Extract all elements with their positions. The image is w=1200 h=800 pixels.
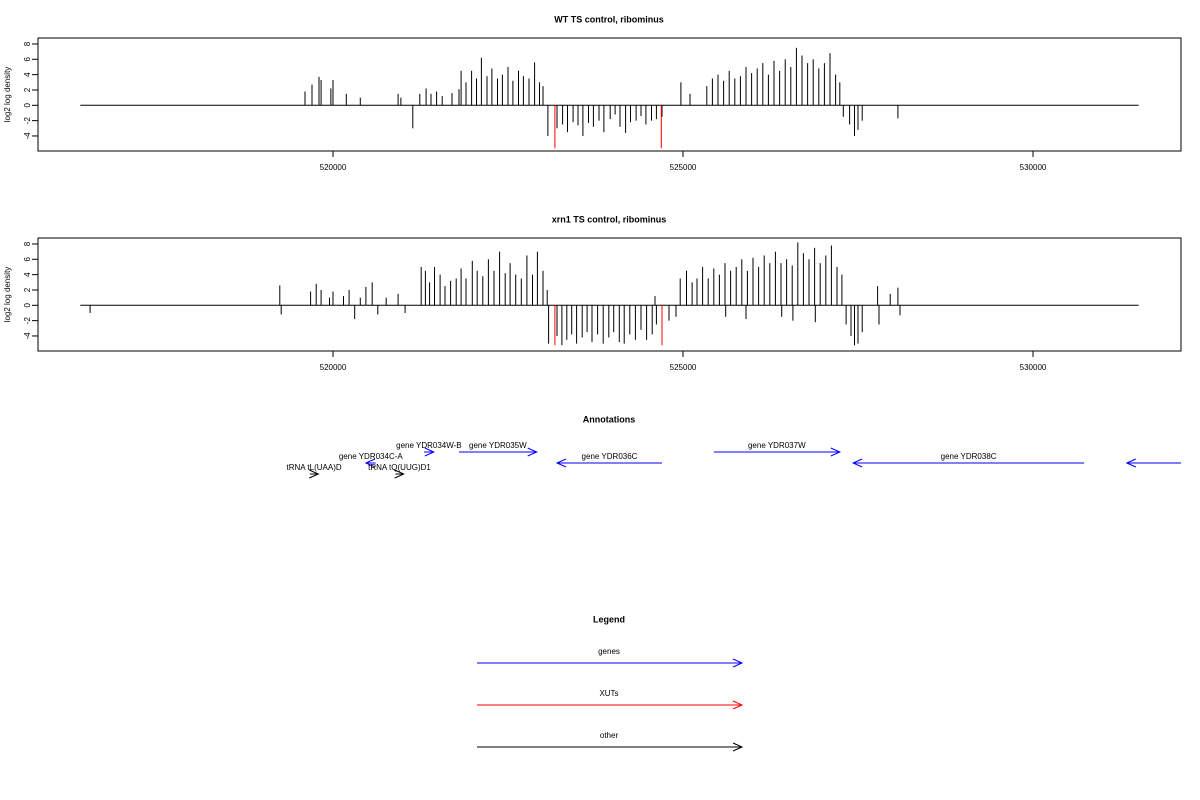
feature-label: tRNA tQ(UUG)D1 (368, 463, 431, 472)
feature-label: tRNA tL(UAA)D (287, 463, 342, 472)
y-tick-label: 8 (23, 241, 32, 246)
x-tick-label: 520000 (320, 163, 347, 172)
y-tick-label: -4 (23, 132, 32, 140)
feature-label: gene YDR036C (582, 452, 638, 461)
y-tick-label: 4 (23, 272, 32, 277)
feature-label: gene YDR034W-B (396, 441, 462, 450)
feature-arrow-head (364, 458, 376, 468)
feature-arrow-head (394, 469, 405, 479)
chart-title: xrn1 TS control, ribominus (552, 214, 667, 224)
legend-label: genes (598, 647, 620, 656)
x-tick-label: 530000 (1020, 363, 1047, 372)
feature-arrow-head (1125, 458, 1137, 468)
feature-label: gene YDR034C-A (339, 452, 404, 461)
legend-label: XUTs (599, 689, 618, 698)
y-tick-label: 6 (23, 257, 32, 262)
annotation-track (309, 447, 1181, 479)
y-tick-label: 4 (23, 72, 32, 77)
feature-label: gene YDR038C (941, 452, 997, 461)
legend-arrow-head (732, 742, 744, 752)
y-axis-label: log2 log density (3, 67, 12, 123)
plot-frame (37, 237, 1182, 352)
y-tick-label: -2 (23, 317, 32, 325)
y-tick-label: 2 (23, 287, 32, 292)
y-tick-label: 0 (23, 103, 32, 108)
feature-label: gene YDR037W (748, 441, 806, 450)
feature-arrow-head (830, 447, 842, 457)
feature-arrow-head (309, 469, 320, 479)
plot-frame (37, 37, 1182, 152)
legend-arrow-head (732, 700, 744, 710)
y-axis-label: log2 log density (3, 267, 12, 323)
x-tick-label: 520000 (320, 363, 347, 372)
y-tick-label: 6 (23, 57, 32, 62)
feature-label: gene YDR035W (469, 441, 527, 450)
y-tick-label: 0 (23, 303, 32, 308)
feature-arrow-head (851, 458, 863, 468)
feature-arrow-head (555, 458, 567, 468)
chart-title: WT TS control, ribominus (554, 14, 664, 24)
legend-label: other (600, 731, 619, 740)
y-tick-label: 8 (23, 41, 32, 46)
chart-title: Annotations (583, 414, 636, 424)
x-tick-label: 525000 (670, 163, 697, 172)
legend-arrow-head (732, 658, 744, 668)
x-tick-label: 530000 (1020, 163, 1047, 172)
y-tick-label: -2 (23, 117, 32, 125)
y-tick-label: 2 (23, 87, 32, 92)
feature-arrow-head (527, 447, 538, 457)
x-tick-label: 525000 (670, 363, 697, 372)
legend-title: Legend (593, 614, 625, 624)
feature-arrow-head (424, 447, 436, 457)
y-tick-label: -4 (23, 332, 32, 340)
